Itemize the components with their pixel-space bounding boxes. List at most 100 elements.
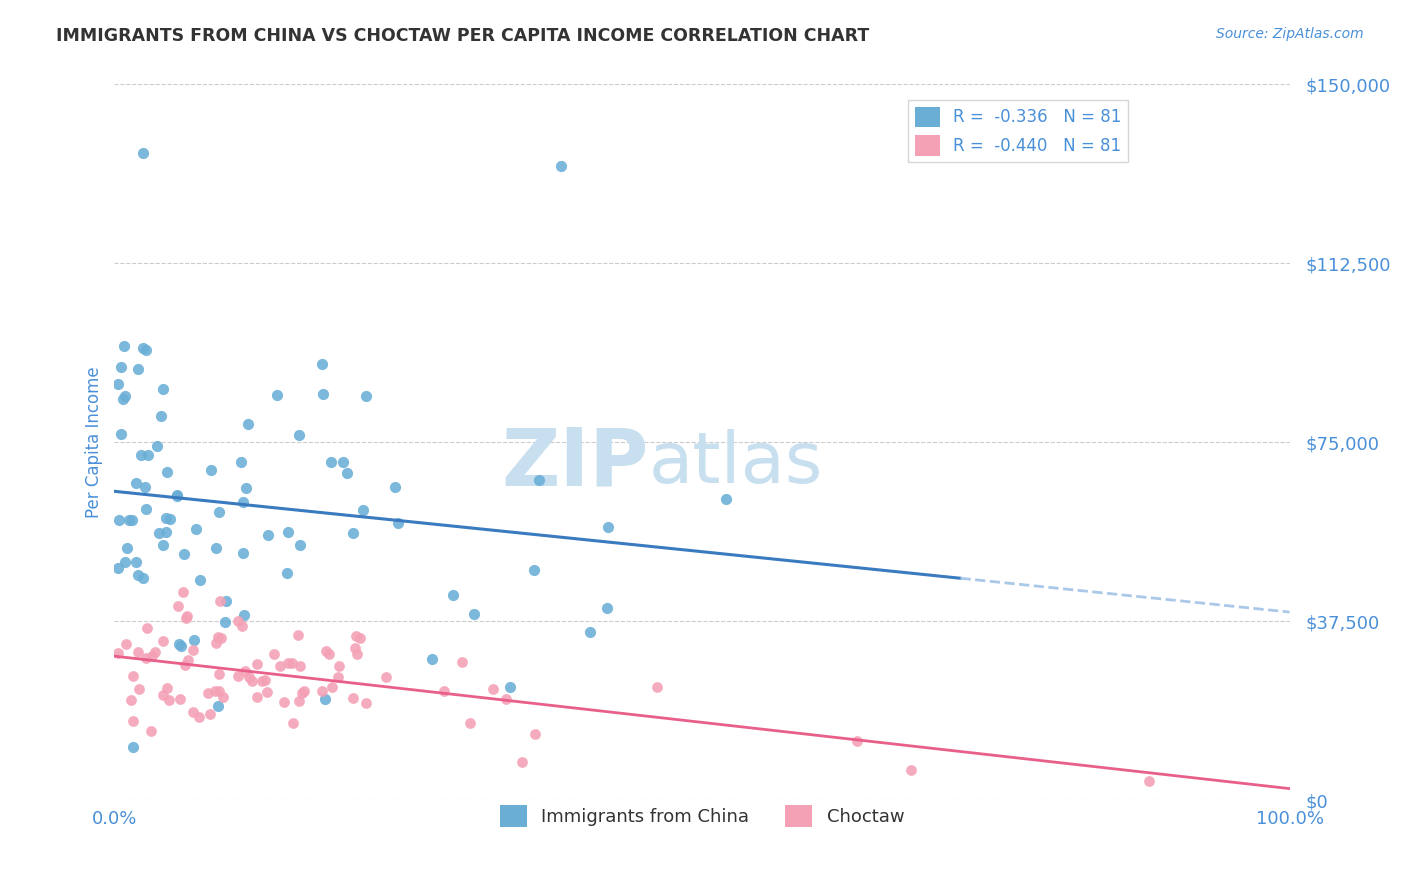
Point xyxy=(288,694,311,708)
Point xyxy=(127,644,149,658)
Point xyxy=(121,739,143,754)
Point xyxy=(349,632,371,646)
Point xyxy=(205,635,228,649)
Point xyxy=(598,520,620,534)
Point xyxy=(169,691,191,706)
Point xyxy=(183,643,205,657)
Point xyxy=(314,692,336,706)
Point xyxy=(208,506,231,520)
Point xyxy=(132,571,155,585)
Point xyxy=(107,377,129,392)
Point xyxy=(432,683,454,698)
Point xyxy=(344,629,367,643)
Point xyxy=(346,648,368,662)
Point xyxy=(499,680,522,694)
Point xyxy=(524,727,547,741)
Point xyxy=(136,621,159,635)
Point xyxy=(132,146,155,161)
Point xyxy=(238,670,260,684)
Text: IMMIGRANTS FROM CHINA VS CHOCTAW PER CAPITA INCOME CORRELATION CHART: IMMIGRANTS FROM CHINA VS CHOCTAW PER CAP… xyxy=(56,27,869,45)
Point xyxy=(463,607,485,622)
Point xyxy=(117,541,139,555)
Point xyxy=(181,705,204,719)
Point xyxy=(209,631,232,645)
Point xyxy=(127,362,149,376)
Point xyxy=(328,658,350,673)
Text: Source: ZipAtlas.com: Source: ZipAtlas.com xyxy=(1216,27,1364,41)
Point xyxy=(107,646,129,660)
Point xyxy=(120,693,142,707)
Legend: Immigrants from China, Choctaw: Immigrants from China, Choctaw xyxy=(492,797,911,834)
Point xyxy=(129,448,152,462)
Point xyxy=(114,555,136,569)
Point xyxy=(122,714,145,729)
Point xyxy=(134,480,156,494)
Point xyxy=(127,567,149,582)
Point xyxy=(166,489,188,503)
Point xyxy=(187,710,209,724)
Point xyxy=(169,639,191,653)
Point xyxy=(273,695,295,709)
Point xyxy=(152,538,174,552)
Point xyxy=(152,382,174,396)
Point xyxy=(229,455,252,469)
Point xyxy=(232,495,254,509)
Point xyxy=(125,555,148,569)
Point xyxy=(212,690,235,704)
Text: atlas: atlas xyxy=(650,429,824,499)
Point xyxy=(384,480,406,494)
Point xyxy=(157,693,180,707)
Point xyxy=(263,647,285,661)
Point xyxy=(215,594,238,608)
Point xyxy=(207,699,229,714)
Point xyxy=(112,339,135,353)
Point xyxy=(172,584,194,599)
Point xyxy=(352,502,374,516)
Point xyxy=(226,614,249,628)
Point xyxy=(152,688,174,702)
Y-axis label: Per Capita Income: Per Capita Income xyxy=(86,367,103,518)
Point xyxy=(246,657,269,671)
Point xyxy=(342,526,364,541)
Point xyxy=(846,734,869,748)
Point xyxy=(155,511,177,525)
Point xyxy=(523,563,546,577)
Point xyxy=(354,697,377,711)
Point xyxy=(188,573,211,587)
Point xyxy=(145,439,167,453)
Point xyxy=(135,651,157,665)
Point xyxy=(233,608,256,623)
Point xyxy=(115,638,138,652)
Point xyxy=(207,630,229,644)
Point xyxy=(312,387,335,401)
Point xyxy=(332,455,354,469)
Point xyxy=(311,683,333,698)
Point xyxy=(266,388,288,402)
Point xyxy=(214,615,236,629)
Point xyxy=(110,427,132,442)
Point xyxy=(645,681,668,695)
Point xyxy=(139,723,162,738)
Point xyxy=(900,763,922,777)
Point xyxy=(198,707,221,722)
Point xyxy=(481,681,503,696)
Point xyxy=(231,619,253,633)
Point xyxy=(287,628,309,642)
Point xyxy=(124,476,146,491)
Point xyxy=(143,644,166,658)
Point xyxy=(200,463,222,477)
Point xyxy=(276,566,298,580)
Point xyxy=(277,657,299,671)
Point xyxy=(291,686,314,700)
Point xyxy=(714,492,737,507)
Point xyxy=(450,655,472,669)
Point xyxy=(121,513,143,527)
Point xyxy=(495,691,517,706)
Point xyxy=(256,528,278,542)
Point xyxy=(173,658,195,673)
Point xyxy=(256,685,278,699)
Point xyxy=(1137,774,1160,789)
Text: ZIP: ZIP xyxy=(502,425,650,503)
Point xyxy=(177,653,200,667)
Point xyxy=(152,634,174,648)
